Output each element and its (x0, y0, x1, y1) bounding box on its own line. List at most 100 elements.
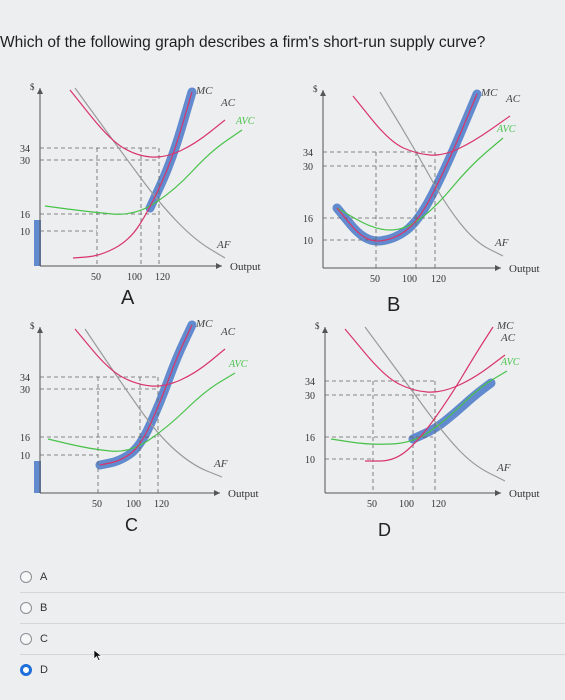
y-axis-symbol-a: $ (30, 82, 35, 92)
mc-label-c: MC (195, 318, 213, 330)
y-tick-30-a: 30 (20, 156, 30, 167)
y-axis-symbol-c: $ (30, 321, 35, 331)
graph-panel-a: $34 30 16 10 50 100 120 MC AC AVC AF Output (0, 80, 282, 315)
x-axis-arrow-icon-d (495, 490, 501, 496)
ac-curve-c (74, 328, 226, 387)
x-axis-arrow-icon-b (495, 265, 501, 271)
x-tick-50-c: 50 (92, 499, 102, 510)
option-c[interactable]: C (20, 624, 565, 655)
x-tick-120-a: 120 (155, 272, 170, 283)
option-d-label: D (40, 664, 48, 676)
af-label-a: AF (216, 239, 231, 251)
option-a-label: A (40, 571, 48, 583)
option-d[interactable]: D (20, 655, 565, 685)
avc-label-c: AVC (228, 359, 248, 370)
option-b-label: B (40, 602, 48, 614)
option-a[interactable]: A (20, 562, 565, 593)
graph-letter-a: A (121, 287, 135, 309)
ac-label-a: AC (220, 97, 236, 109)
avc-label-a: AVC (235, 116, 255, 127)
x-axis-arrow-icon-a (216, 263, 222, 269)
x-tick-120-c: 120 (154, 499, 169, 510)
graph-svg-b: $34 30 16 10 50 100 120 MC AC AVC AF Output (303, 84, 540, 285)
mc-curve-c (99, 324, 193, 466)
mc-label-d: MC (496, 320, 514, 332)
x-tick-50-a: 50 (91, 272, 101, 283)
y-axis-symbol-b: $ (313, 84, 318, 94)
graph-panel-b: $34 30 16 10 50 100 120 MC AC AVC AF Output (285, 80, 565, 315)
y-axis-arrow-icon-d (322, 327, 328, 333)
y-tick-10-b: 10 (303, 236, 313, 247)
mc-curve-d (365, 326, 494, 462)
ac-label-d: AC (500, 332, 516, 344)
x-axis-label-b: Output (509, 263, 540, 275)
avc-label-b: AVC (496, 124, 516, 135)
ac-curve-d (344, 328, 506, 393)
mouse-cursor-icon (93, 649, 103, 661)
af-curve-a (74, 87, 226, 259)
x-tick-120-b: 120 (431, 274, 446, 285)
af-label-d: AF (496, 462, 511, 474)
option-b[interactable]: B (20, 593, 565, 624)
x-tick-100-d: 100 (399, 499, 414, 510)
ac-curve-a (69, 89, 226, 158)
graph-panel-c: $34 30 16 10 50 100 120 MC AC AVC AF Output (0, 315, 282, 545)
y-tick-10-d: 10 (305, 455, 315, 466)
radio-d[interactable] (20, 664, 32, 676)
x-axis-arrow-icon-c (214, 490, 220, 496)
radio-a[interactable] (20, 571, 32, 583)
y-axis-arrow-icon-a (37, 88, 43, 94)
y-tick-10-c: 10 (20, 451, 30, 462)
avc-curve-d (330, 370, 508, 445)
ac-curve-b (352, 95, 511, 156)
x-tick-50-d: 50 (367, 499, 377, 510)
graph-panel-d: $34 30 16 10 50 100 120 MC AC AVC AF Output (285, 315, 565, 545)
y-axis-symbol-d: $ (315, 321, 320, 331)
y-axis-arrow-icon-b (320, 90, 326, 96)
graph-letter-b: B (387, 294, 401, 316)
answer-options: A B C D (20, 562, 565, 685)
y-tick-34-b: 34 (303, 148, 313, 159)
ac-label-b: AC (505, 93, 521, 105)
graph-letter-c: C (125, 515, 138, 535)
y-tick-34-a: 34 (20, 144, 30, 155)
y-tick-30-d: 30 (305, 391, 315, 402)
avc-label-d: AVC (500, 357, 520, 368)
x-tick-100-a: 100 (127, 272, 142, 283)
radio-b[interactable] (20, 602, 32, 614)
supply-highlight-curve-c (95, 320, 197, 470)
x-axis-label-a: Output (230, 261, 261, 273)
avc-curve-b (336, 137, 504, 231)
x-tick-120-d: 120 (431, 499, 446, 510)
af-label-b: AF (494, 237, 509, 249)
y-tick-16-b: 16 (303, 214, 313, 225)
supply-highlight-axis-a (34, 220, 41, 266)
y-tick-10-a: 10 (20, 227, 30, 238)
supply-highlight-curve-b (332, 89, 482, 246)
mc-curve-a (72, 91, 193, 259)
radio-c[interactable] (20, 633, 32, 645)
y-tick-16-d: 16 (305, 433, 315, 444)
af-curve-d (364, 326, 506, 482)
af-curve-c (84, 328, 223, 478)
mc-label-b: MC (480, 87, 498, 99)
mc-label-a: MC (195, 85, 213, 97)
question-text: Which of the following graph describes a… (0, 34, 486, 51)
x-axis-label-d: Output (509, 488, 540, 500)
supply-highlight-axis-c (34, 461, 41, 493)
x-tick-100-c: 100 (126, 499, 141, 510)
x-tick-100-b: 100 (402, 274, 417, 285)
y-tick-16-a: 16 (20, 210, 30, 221)
y-tick-34-c: 34 (20, 373, 30, 384)
avc-curve-a (44, 129, 243, 215)
y-tick-34-d: 34 (305, 377, 315, 388)
y-tick-30-b: 30 (303, 162, 313, 173)
graph-letter-d: D (378, 520, 391, 540)
x-tick-50-b: 50 (370, 274, 380, 285)
y-axis-arrow-icon-c (37, 327, 43, 333)
avc-curve-c (47, 372, 236, 452)
af-label-c: AF (213, 458, 228, 470)
